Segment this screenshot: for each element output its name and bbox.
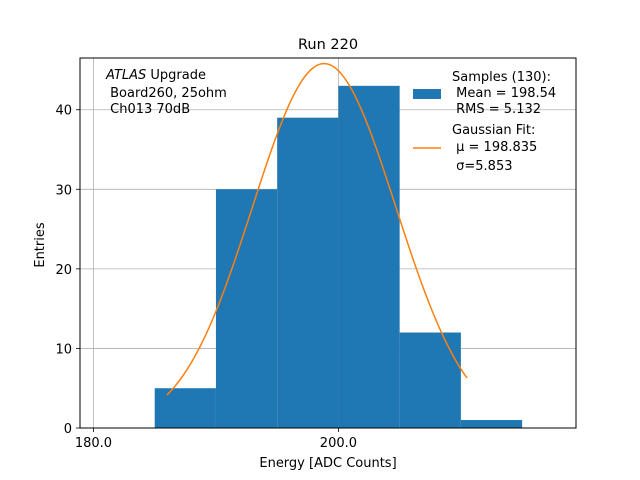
y-tick-label: 10 (55, 342, 72, 357)
x-axis-ticks: 180.0 200.0 (75, 428, 357, 451)
fit-curve-group (166, 62, 468, 396)
annotation-line-3: Ch013 70dB (106, 102, 190, 117)
legend-samples-line-3: RMS = 5.132 (452, 102, 541, 117)
y-tick-label: 20 (55, 263, 72, 278)
legend-samples-line-2: Mean = 198.54 (452, 86, 556, 101)
histogram-bar (215, 189, 278, 428)
legend-fit-line-3: σ=5.853 (452, 159, 512, 174)
y-axis-label: Entries (33, 222, 48, 268)
histogram-bar (399, 332, 461, 428)
x-tick-label: 180.0 (75, 436, 112, 451)
legend-fit-line-1: Gaussian Fit: (452, 123, 535, 138)
histogram-bar (154, 388, 216, 428)
x-axis-label: Energy [ADC Counts] (259, 456, 396, 471)
histogram-bars (154, 85, 523, 429)
annotation-line-1: ATLAS Upgrade (105, 68, 206, 83)
x-tick-label: 200.0 (320, 436, 357, 451)
y-tick-label: 30 (55, 183, 72, 198)
legend-samples-patch (413, 89, 441, 99)
annotation-upgrade: Upgrade (146, 68, 206, 83)
legend: Samples (130): Mean = 198.54 RMS = 5.132… (413, 70, 556, 174)
histogram-bar (460, 420, 523, 428)
legend-samples-line-1: Samples (130): (452, 70, 551, 85)
gaussian-fit-curve (166, 62, 468, 396)
y-tick-label: 0 (64, 422, 72, 437)
y-tick-label: 40 (55, 104, 72, 119)
annotation-atlas: ATLAS (105, 68, 146, 83)
chart-title: Run 220 (298, 37, 358, 53)
histogram-bar (338, 85, 400, 429)
histogram-bar (277, 117, 339, 428)
legend-fit-line-2: μ = 198.835 (452, 140, 537, 155)
atlas-annotation: ATLAS Upgrade Board260, 25ohm Ch013 70dB (105, 68, 227, 117)
annotation-line-2: Board260, 25ohm (106, 86, 227, 101)
plot-frame (79, 57, 577, 429)
y-axis-ticks: 0 10 20 30 40 (55, 104, 80, 437)
